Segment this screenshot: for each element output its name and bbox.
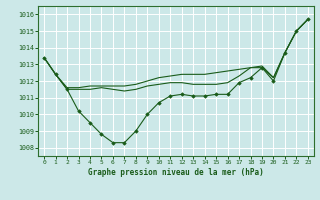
X-axis label: Graphe pression niveau de la mer (hPa): Graphe pression niveau de la mer (hPa) [88,168,264,177]
